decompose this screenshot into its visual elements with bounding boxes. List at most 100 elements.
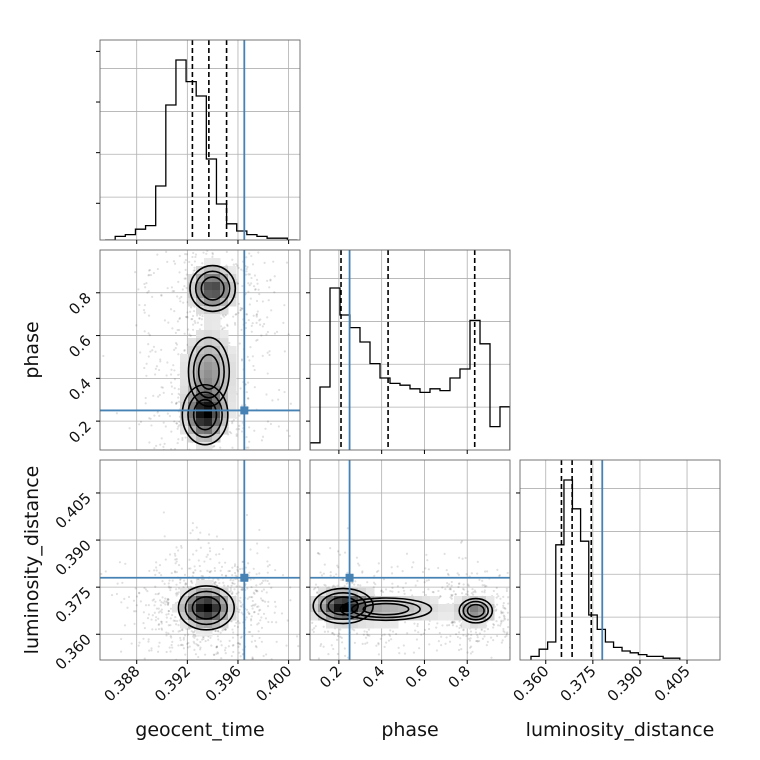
sample-point [459,637,462,640]
sample-point [201,638,204,641]
sample-point [182,636,186,639]
sample-point [256,282,259,285]
sample-point [236,607,239,610]
sample-point [235,621,238,624]
sample-point [183,634,187,637]
sample-point [345,582,348,585]
sample-point [258,636,261,640]
sample-point [166,603,170,606]
density-cell [478,612,487,621]
sample-point [248,630,252,634]
sample-point [119,650,123,653]
sample-point [343,551,347,554]
sample-point [336,550,340,553]
sample-point [247,446,250,449]
density-cell [204,418,213,427]
sample-point [240,605,243,608]
sample-point [151,614,154,617]
sample-point [138,592,141,595]
sample-point [335,573,338,576]
sample-point [241,284,244,288]
sample-point [199,640,202,644]
sample-point [236,282,239,285]
sample-point [471,666,473,668]
sample-point [437,566,440,570]
sample-point [444,642,447,645]
sample-point [451,621,454,624]
sample-point [391,582,394,585]
sample-point [196,638,199,641]
panel-frame-geocent_time__phase [99,249,301,451]
sample-point [199,672,201,674]
sample-point [245,513,249,517]
sample-point [187,641,190,645]
sample-point [192,269,195,272]
sample-point [465,573,468,576]
sample-point [257,622,260,625]
density-cell [350,620,359,629]
sample-point [240,430,244,433]
density-cell [212,258,221,267]
sample-point [246,597,249,600]
sample-point [248,596,251,599]
sample-point [232,650,235,654]
density-cell [212,604,221,613]
density-cell [212,402,221,411]
sample-point [183,285,186,288]
sample-point [154,628,157,631]
contour-line [184,590,229,626]
sample-point [394,632,398,636]
sample-point [449,588,452,591]
sample-point [277,398,280,401]
sample-point [160,386,163,389]
sample-point [476,636,479,639]
density-cell [350,588,359,597]
sample-point [177,396,180,399]
sample-point [211,255,214,258]
sample-point [164,425,167,428]
sample-point [247,318,250,322]
sample-point [142,621,145,625]
sample-point [377,643,380,646]
density-cell [204,410,213,419]
sample-point [86,287,88,289]
sample-point [381,590,385,594]
sample-point [193,636,196,639]
sample-point [240,588,243,591]
sample-point [147,269,151,272]
sample-point [422,590,425,594]
sample-point [175,594,178,597]
sample-point [194,253,198,256]
sample-point [476,560,479,563]
sample-point [450,597,453,600]
sample-point [437,640,440,643]
sample-point [734,577,736,579]
sample-point [160,293,163,297]
sample-point [311,621,314,625]
sample-point [462,583,465,586]
sample-point [418,647,421,650]
sample-point [233,321,237,325]
sample-point [245,270,248,273]
sample-point [159,360,162,363]
density-cell [220,588,229,597]
sample-point [412,651,416,654]
sample-point [249,297,252,300]
sample-point [441,586,444,589]
sample-point [143,311,146,314]
sample-point [179,629,182,632]
density-cell [180,386,189,395]
sample-point [502,614,505,617]
sample-point [502,595,505,598]
sample-point [230,592,233,596]
sample-point [220,565,224,568]
sample-point [177,392,180,395]
sample-point [178,400,181,403]
sample-point [192,309,196,313]
sample-point [215,584,219,587]
density-cell [180,402,189,411]
sample-point [251,604,255,607]
density-cell [228,290,237,299]
sample-point [167,598,170,601]
sample-point [220,644,223,647]
